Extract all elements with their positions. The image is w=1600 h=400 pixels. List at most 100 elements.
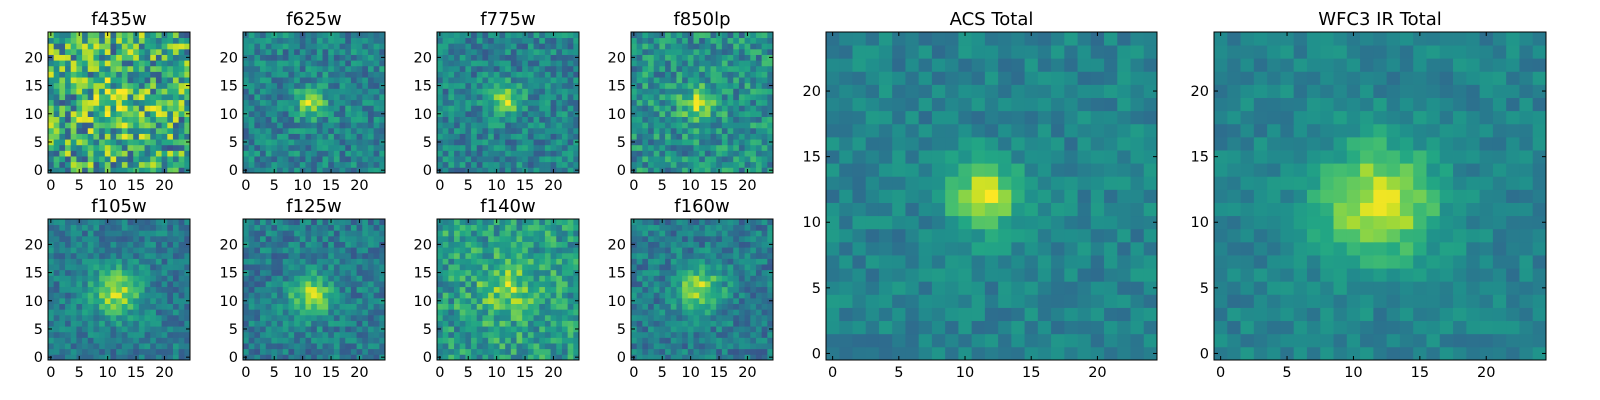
heatmap-cell <box>721 127 728 134</box>
heatmap-cell <box>350 258 357 265</box>
heatmap-cell <box>488 292 495 299</box>
y-tick-label: 15 <box>414 79 432 95</box>
heatmap-cell <box>488 167 495 174</box>
heatmap-cell <box>527 297 534 304</box>
heatmap-cell <box>442 94 449 101</box>
heatmap-cell <box>510 116 517 123</box>
heatmap-cell <box>544 337 551 344</box>
heatmap-cell <box>533 314 540 321</box>
heatmap-cell <box>459 105 466 112</box>
heatmap-cell <box>499 224 506 231</box>
heatmap-cell <box>471 337 478 344</box>
heatmap-cell <box>350 139 357 146</box>
heatmap-cell <box>704 77 711 84</box>
heatmap-cell <box>699 320 706 327</box>
heatmap-cell <box>155 156 162 163</box>
heatmap-cell <box>493 247 500 254</box>
heatmap-cell <box>127 71 134 78</box>
heatmap-cell <box>527 110 534 117</box>
heatmap-cell <box>665 122 672 129</box>
heatmap-cell <box>70 269 77 276</box>
heatmap-cell <box>539 94 546 101</box>
heatmap-cell <box>505 252 512 259</box>
heatmap-cell <box>150 71 157 78</box>
heatmap-cell <box>516 309 523 316</box>
heatmap-cell <box>567 37 574 44</box>
heatmap-cell <box>243 60 250 67</box>
heatmap-cell <box>454 77 461 84</box>
heatmap-cell <box>155 303 162 310</box>
heatmap-cell <box>544 144 551 151</box>
heatmap-cell <box>282 235 289 242</box>
heatmap-cell <box>670 139 677 146</box>
heatmap-cell <box>288 247 295 254</box>
heatmap-cell <box>744 309 751 316</box>
heatmap-cell <box>271 331 278 338</box>
heatmap-cell <box>665 292 672 299</box>
heatmap-cell <box>294 326 301 333</box>
heatmap-cell <box>539 71 546 78</box>
heatmap-cell <box>522 320 529 327</box>
heatmap-cell <box>721 348 728 355</box>
heatmap-cell <box>333 150 340 157</box>
heatmap-cell <box>676 314 683 321</box>
heatmap-cell <box>516 150 523 157</box>
heatmap-cell <box>116 326 123 333</box>
heatmap-cell <box>316 37 323 44</box>
heatmap-cell <box>761 99 768 106</box>
heatmap-cell <box>59 65 66 72</box>
heatmap-cell <box>704 110 711 117</box>
heatmap-cell <box>687 37 694 44</box>
heatmap-cell <box>573 224 580 231</box>
heatmap-cell <box>631 314 638 321</box>
heatmap-cell <box>367 354 375 361</box>
heatmap-cell <box>556 156 563 163</box>
heatmap-cell <box>248 32 255 39</box>
heatmap-cell <box>254 343 261 350</box>
heatmap-cell <box>333 82 340 89</box>
heatmap-cell <box>311 337 318 344</box>
heatmap-cell <box>65 94 72 101</box>
heatmap-cell <box>59 258 66 265</box>
heatmap-cell <box>476 286 483 293</box>
heatmap-cell <box>99 37 106 44</box>
heatmap-cell <box>277 77 284 84</box>
heatmap-cell <box>254 116 261 123</box>
heatmap-cell <box>442 297 449 304</box>
heatmap-cell <box>254 309 261 316</box>
heatmap-cell <box>70 133 77 140</box>
heatmap-cell <box>127 161 134 168</box>
heatmap-cell <box>362 65 369 72</box>
heatmap-cell <box>333 77 340 84</box>
heatmap-cell <box>260 110 267 117</box>
heatmap-cell <box>544 32 551 39</box>
heatmap-cell <box>82 264 89 271</box>
heatmap-cell <box>499 139 506 146</box>
heatmap-cell <box>362 71 369 78</box>
heatmap-cell <box>345 88 352 95</box>
heatmap-cell <box>248 219 255 226</box>
heatmap-cell <box>127 258 134 265</box>
heatmap-cell <box>499 309 506 316</box>
heatmap-cell <box>93 224 100 231</box>
heatmap-cell <box>127 275 134 282</box>
heatmap-cell <box>442 219 449 226</box>
heatmap-cell <box>516 77 523 84</box>
heatmap-cell <box>104 303 111 310</box>
heatmap-cell <box>356 269 363 276</box>
heatmap-cell <box>133 331 140 338</box>
heatmap-cell <box>522 133 529 140</box>
heatmap-cell <box>659 343 666 350</box>
heatmap-cell <box>350 343 357 350</box>
heatmap-cell <box>676 122 683 129</box>
heatmap-cell <box>459 116 466 123</box>
heatmap-cell <box>155 320 162 327</box>
heatmap-cell <box>665 150 672 157</box>
heatmap-cell <box>178 65 185 72</box>
heatmap-cell <box>631 331 638 338</box>
heatmap-cell <box>178 105 185 112</box>
heatmap-cell <box>454 241 461 248</box>
heatmap-cell <box>110 54 117 61</box>
axes-frame <box>436 218 580 361</box>
heatmap-cell <box>527 264 534 271</box>
